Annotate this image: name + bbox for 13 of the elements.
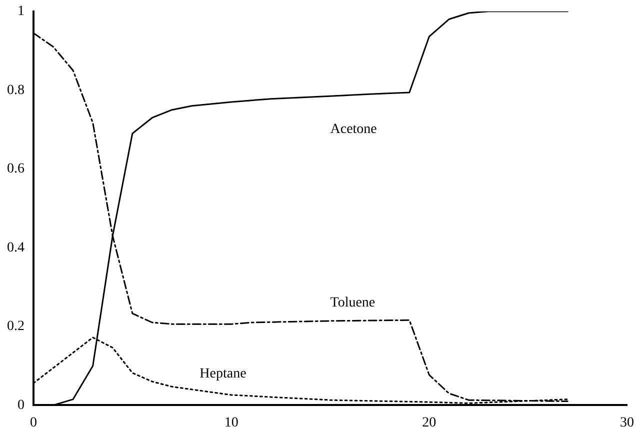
- series-label: Acetone: [330, 122, 377, 138]
- y-tick-label: 0.6: [7, 162, 24, 177]
- x-tick-label: 30: [620, 415, 634, 430]
- x-tick-label: 20: [422, 415, 436, 430]
- y-tick-label: 0.2: [7, 319, 24, 334]
- series-label: Heptane: [200, 366, 246, 382]
- y-tick-label: 0: [18, 398, 24, 413]
- y-tick-label: 1: [18, 4, 24, 20]
- x-tick-label: 0: [30, 415, 37, 430]
- series-label: Toluene: [330, 295, 376, 310]
- y-tick-label: 0.8: [7, 82, 24, 98]
- y-tick-label: 0.4: [7, 240, 24, 256]
- x-tick-label: 10: [224, 415, 238, 430]
